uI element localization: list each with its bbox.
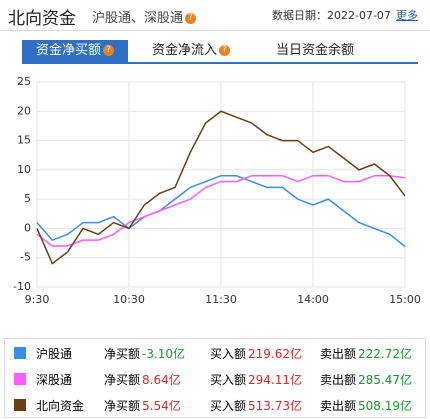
series-line <box>36 110 406 265</box>
legend-swatch <box>14 373 26 385</box>
sell-value: 508.19亿 <box>358 399 412 413</box>
net-value: -3.10亿 <box>142 347 186 361</box>
x-tick-label: 14:00 <box>297 293 329 306</box>
y-tick-label: -5 <box>20 251 31 264</box>
divider <box>0 30 430 31</box>
series-name: 沪股通 <box>36 347 73 361</box>
series-line <box>36 174 406 248</box>
buy-value: 294.11亿 <box>248 373 302 387</box>
net-label: 净买额 <box>104 399 141 413</box>
y-tick-label: 15 <box>17 134 31 147</box>
y-tick-label: -10 <box>13 280 31 293</box>
help-icon[interactable]: ? <box>103 45 114 56</box>
sell-value: 285.47亿 <box>358 373 412 387</box>
buy-label: 买入额 <box>210 373 247 387</box>
subtitle: 沪股通、深股通? <box>92 7 197 26</box>
chart: 25 20 15 10 5 0 -5 -109:30 10:30 11:30 14:00 15:00 <box>13 75 421 306</box>
y-tick-label: 25 <box>17 75 31 88</box>
x-tick-label: 15:00 <box>389 293 421 306</box>
sell-value: 222.72亿 <box>358 347 412 361</box>
title: 北向资金 <box>8 9 76 29</box>
series-name: 北向资金 <box>36 399 85 413</box>
x-tick-label: 9:30 <box>25 293 50 306</box>
legend-swatch <box>14 347 26 359</box>
tab-underline <box>22 62 418 64</box>
buy-label: 买入额 <box>210 399 247 413</box>
subtitle-text: 沪股通、深股通 <box>92 11 184 26</box>
y-tick-label: 0 <box>24 221 31 234</box>
tab[interactable]: 当日资金余额 <box>276 43 355 58</box>
series-name: 深股通 <box>36 373 73 387</box>
summary-table <box>4 338 426 418</box>
date-label: 数据日期：2022-07-07 <box>272 9 391 22</box>
net-value: 5.54亿 <box>142 399 181 413</box>
more-link[interactable]: 更多 <box>396 9 418 22</box>
net-value: 8.64亿 <box>142 373 181 387</box>
buy-value: 219.62亿 <box>248 347 302 361</box>
x-tick-label: 10:30 <box>113 293 145 306</box>
tab[interactable]: 资金净流入? <box>152 40 231 62</box>
y-tick-label: 5 <box>24 192 31 205</box>
y-tick-label: 20 <box>17 104 31 117</box>
tab-active[interactable]: 资金净买额? <box>22 40 128 62</box>
sell-label: 卖出额 <box>320 373 357 387</box>
tab-label: 资金净买额 <box>35 43 101 58</box>
net-label: 净买额 <box>104 347 141 361</box>
series-line <box>36 174 406 247</box>
tab-label: 资金净流入 <box>152 43 218 58</box>
sell-label: 卖出额 <box>320 399 357 413</box>
sell-label: 卖出额 <box>320 347 357 361</box>
x-tick-label: 11:30 <box>205 293 237 306</box>
help-icon[interactable]: ? <box>185 13 197 24</box>
legend-swatch <box>14 399 26 411</box>
net-label: 净买额 <box>104 373 141 387</box>
buy-label: 买入额 <box>210 347 247 361</box>
y-tick-label: 10 <box>17 163 31 176</box>
buy-value: 513.73亿 <box>248 399 302 413</box>
help-icon[interactable]: ? <box>219 45 231 56</box>
